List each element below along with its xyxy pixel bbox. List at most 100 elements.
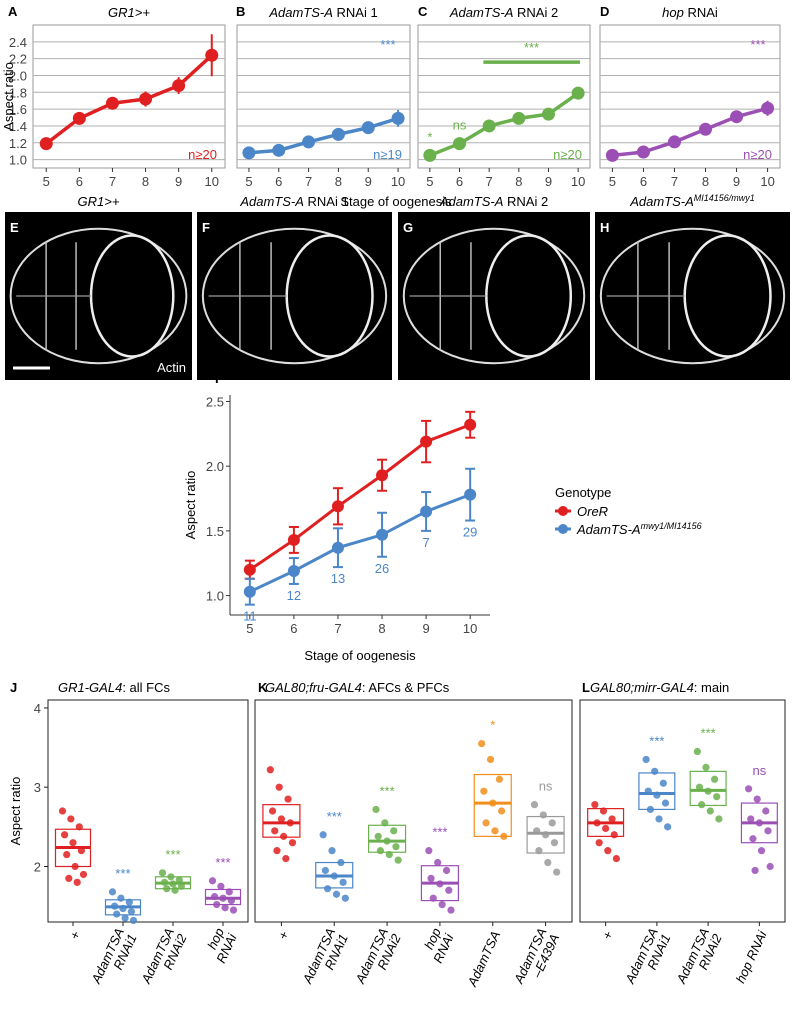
legend-name: AdamTS-A <box>576 522 641 537</box>
data-point <box>75 823 83 831</box>
significance-label: *** <box>165 847 180 862</box>
data-point <box>158 869 167 877</box>
legend-name: OreR <box>577 504 608 519</box>
data-point <box>392 843 400 851</box>
data-point <box>385 851 393 859</box>
y-tick-label: 2.4 <box>9 35 27 50</box>
text-part: AdamTS-A <box>268 5 333 20</box>
data-point <box>751 866 759 875</box>
y-tick-label: 1.2 <box>9 136 27 151</box>
panel-title: hop RNAi <box>662 5 718 20</box>
data-point <box>127 908 135 916</box>
data-point <box>331 541 344 554</box>
data-point <box>117 894 125 902</box>
data-point <box>667 135 681 149</box>
data-point <box>172 79 186 93</box>
data-point <box>268 807 277 815</box>
data-point <box>163 885 171 893</box>
data-point <box>655 815 663 823</box>
data-point <box>339 878 347 886</box>
y-tick-label: 1.8 <box>9 85 27 100</box>
data-point <box>277 815 286 823</box>
data-point <box>125 898 133 906</box>
data-point <box>544 858 552 867</box>
data-point <box>480 787 488 795</box>
text-part: AdamTS-A <box>629 194 694 209</box>
data-point <box>447 906 455 914</box>
legend-marker <box>558 524 568 534</box>
data-point <box>482 119 496 133</box>
data-point <box>376 469 389 482</box>
data-point <box>702 763 710 771</box>
data-point <box>337 858 345 867</box>
data-point <box>341 894 349 902</box>
data-point <box>535 847 543 855</box>
y-tick-label: 1.6 <box>9 102 27 117</box>
x-tick-label: 6 <box>275 174 282 189</box>
data-point <box>376 847 385 855</box>
image-label: AdamTS-AMI14156/mwy1 <box>629 193 755 209</box>
panel-letter: C <box>418 4 428 19</box>
x-tick-label: + <box>275 928 292 942</box>
text-part: GR1-GAL4 <box>58 680 122 695</box>
data-point <box>730 110 744 124</box>
x-tick-label-group: hop RNAi <box>733 928 771 986</box>
significance-label: *** <box>701 726 716 741</box>
data-point <box>376 528 389 541</box>
data-point <box>453 137 467 151</box>
point-label: * <box>427 129 432 144</box>
x-tick-label: 8 <box>515 174 522 189</box>
x-tick-label: 8 <box>142 174 149 189</box>
plot-background <box>236 24 411 169</box>
data-point <box>73 878 81 886</box>
significance-label: *** <box>115 866 130 881</box>
n-label: n≥20 <box>743 147 772 162</box>
data-point <box>762 807 770 815</box>
x-tick-label: 5 <box>426 174 433 189</box>
x-tick-label: hop RNAi <box>733 928 771 986</box>
x-tick-label-group: AdamTSA–E439A <box>511 926 563 987</box>
text-part: RNAi 2 <box>513 5 558 20</box>
data-point <box>427 874 435 882</box>
data-point <box>745 785 753 793</box>
x-tick-label: 5 <box>609 174 616 189</box>
data-point <box>63 851 71 859</box>
x-tick-label: 8 <box>335 174 342 189</box>
text-part: GAL80;mirr-GAL4 <box>590 680 694 695</box>
data-point <box>438 900 446 909</box>
data-point <box>646 805 655 814</box>
data-point <box>420 505 433 518</box>
x-tick-label: 7 <box>671 174 678 189</box>
data-point <box>284 795 292 803</box>
data-point <box>374 832 382 840</box>
data-point <box>39 137 53 151</box>
panel-title: AdamTS-A RNAi 2 <box>449 5 558 20</box>
x-tick-label: 7 <box>486 174 493 189</box>
panel-letter: A <box>8 4 18 19</box>
data-point <box>478 740 486 748</box>
text-part: : main <box>694 680 729 695</box>
data-point <box>108 888 117 896</box>
n-label: n≥20 <box>553 147 582 162</box>
n-label: 13 <box>331 571 345 586</box>
data-point <box>604 847 612 855</box>
data-point <box>764 827 772 835</box>
egg-chamber-outline <box>599 227 786 365</box>
significance-label: *** <box>750 37 765 52</box>
data-point <box>698 801 706 809</box>
x-tick-label: 8 <box>378 621 385 636</box>
text-part: AdamTS-A <box>239 194 304 209</box>
data-point <box>282 854 290 863</box>
panel-title: GR1-GAL4: all FCs <box>58 680 170 695</box>
data-point <box>129 916 138 925</box>
significance-label: *** <box>432 825 447 840</box>
data-point <box>757 847 766 855</box>
data-point <box>713 793 721 801</box>
text-part: GR1>+ <box>78 194 120 209</box>
data-point <box>464 488 477 501</box>
